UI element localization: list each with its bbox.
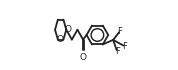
Text: O: O: [80, 53, 87, 62]
Text: F: F: [117, 27, 122, 36]
Text: F: F: [115, 47, 120, 56]
Text: O: O: [64, 25, 72, 34]
Text: F: F: [122, 42, 127, 51]
Text: O: O: [56, 35, 63, 44]
